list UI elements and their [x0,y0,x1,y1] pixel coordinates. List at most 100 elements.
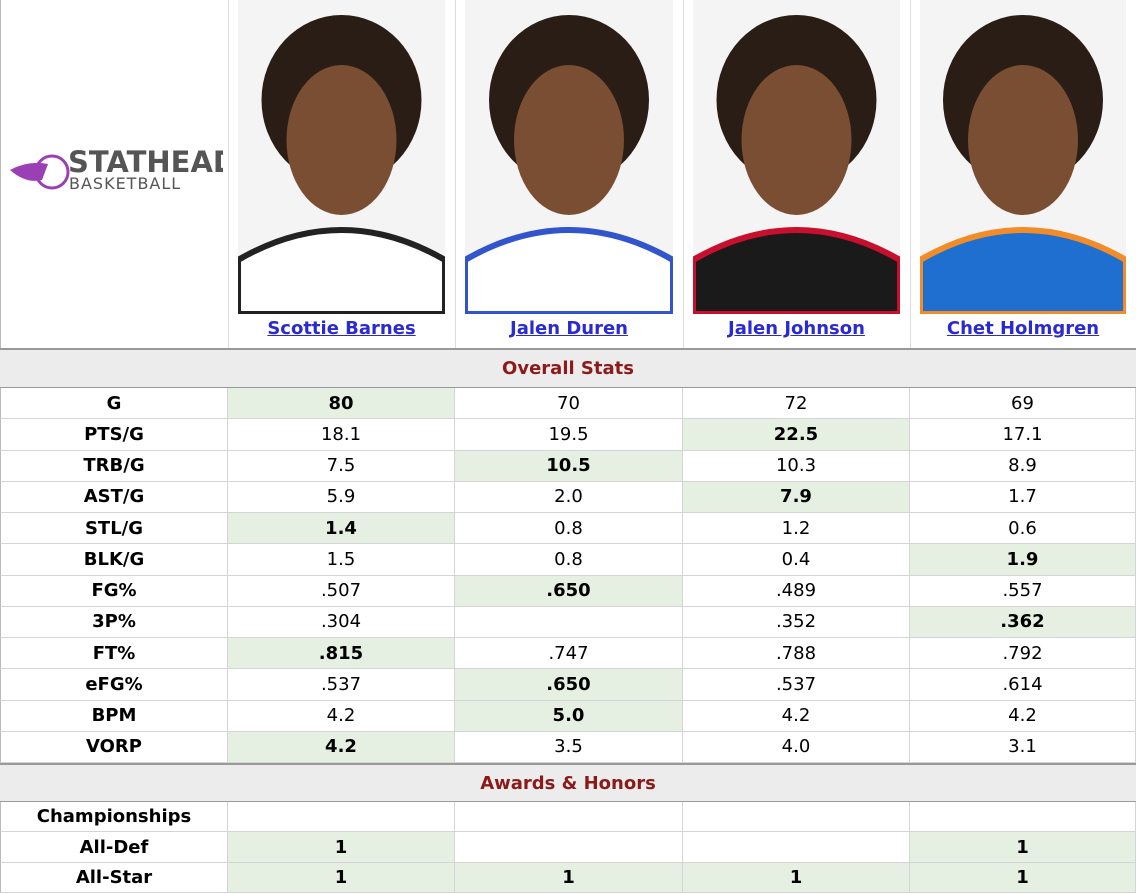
stat-cell: 19.5 [455,419,683,451]
stat-cell: 1 [228,832,455,863]
player-photo [917,0,1129,317]
stat-cell: 1 [228,862,455,894]
column-divider [910,0,911,348]
row-label: All-Def [0,832,228,863]
stat-cell: .537 [228,669,455,701]
stat-cell: 1 [910,862,1136,894]
section-header: Awards & Honors [0,763,1136,802]
stat-cell: 4.2 [683,700,910,732]
stat-cell: 10.3 [683,450,910,482]
stat-cell: .304 [228,606,455,638]
player-photo [235,0,448,317]
stat-cell: 4.2 [228,731,455,763]
stat-cell: .507 [228,575,455,607]
column-divider [455,0,456,348]
stat-cell: 5.0 [455,700,683,732]
stat-cell [455,832,683,863]
row-label: BPM [0,700,228,732]
stat-cell: .650 [455,575,683,607]
stat-cell [228,802,455,833]
stat-cell: 4.0 [683,731,910,763]
stat-cell: 7.9 [683,481,910,513]
player-photo-frame [690,0,903,318]
row-label: PTS/G [0,419,228,451]
stat-cell: 4.2 [228,700,455,732]
stat-cell [455,606,683,638]
row-label: All-Star [0,862,228,894]
stat-cell: 10.5 [455,450,683,482]
stat-cell: 1.5 [228,544,455,576]
stat-cell: 2.0 [455,481,683,513]
logo-title: STATHEAD [68,150,223,179]
player-photo [690,0,903,317]
stat-cell: .614 [910,669,1136,701]
stat-cell: 3.1 [910,731,1136,763]
stat-cell [683,802,910,833]
stat-cell: 0.8 [455,544,683,576]
player-link[interactable]: Jalen Johnson [728,318,865,339]
stat-cell [455,802,683,833]
stat-cell: .352 [683,606,910,638]
row-label: eFG% [0,669,228,701]
header-border [0,0,1136,348]
row-label: G [0,388,228,420]
row-label: FG% [0,575,228,607]
stat-cell [910,802,1136,833]
row-label: STL/G [0,513,228,545]
logo-subtitle: BASKETBALL [69,174,181,193]
stat-cell: 69 [910,388,1136,420]
stat-cell: 80 [228,388,455,420]
stat-cell: 0.4 [683,544,910,576]
stat-cell: 70 [455,388,683,420]
stat-cell: 3.5 [455,731,683,763]
row-label: BLK/G [0,544,228,576]
column-divider [228,0,229,348]
player-link[interactable]: Jalen Duren [510,318,628,339]
stat-cell: 5.9 [228,481,455,513]
row-label: VORP [0,731,228,763]
logo: STATHEAD BASKETBALL [10,150,223,193]
stat-cell: .650 [455,669,683,701]
row-label: TRB/G [0,450,228,482]
stat-cell: .747 [455,638,683,670]
stat-cell: 0.8 [455,513,683,545]
logo-icon [10,162,48,181]
player-photo-frame [462,0,676,318]
row-label: AST/G [0,481,228,513]
player-link[interactable]: Scottie Barnes [267,318,416,339]
stat-cell: 1 [455,862,683,894]
row-label: FT% [0,638,228,670]
stat-cell: 17.1 [910,419,1136,451]
stat-cell: 7.5 [228,450,455,482]
stat-cell: .788 [683,638,910,670]
row-label: 3P% [0,606,228,638]
stat-cell [683,832,910,863]
stat-cell: 1 [910,832,1136,863]
player-link[interactable]: Chet Holmgren [946,318,1100,339]
stat-cell: 1.4 [228,513,455,545]
stat-cell: 1.9 [910,544,1136,576]
stat-cell: 1 [683,862,910,894]
column-divider [683,0,684,348]
stat-cell: 72 [683,388,910,420]
stat-cell: 8.9 [910,450,1136,482]
stat-cell: .537 [683,669,910,701]
row-label: Championships [0,802,228,833]
stat-cell: 1.7 [910,481,1136,513]
logo-ball [34,154,70,190]
stat-cell: .362 [910,606,1136,638]
stat-cell: .489 [683,575,910,607]
stat-cell: .792 [910,638,1136,670]
stat-cell: .815 [228,638,455,670]
stat-cell: 22.5 [683,419,910,451]
section-header: Overall Stats [0,348,1136,388]
stat-cell: 4.2 [910,700,1136,732]
stat-cell: 1.2 [683,513,910,545]
player-photo-frame [917,0,1129,318]
player-photo [462,0,676,317]
stat-cell: .557 [910,575,1136,607]
player-photo-frame [235,0,448,318]
stat-cell: 18.1 [228,419,455,451]
stat-cell: 0.6 [910,513,1136,545]
